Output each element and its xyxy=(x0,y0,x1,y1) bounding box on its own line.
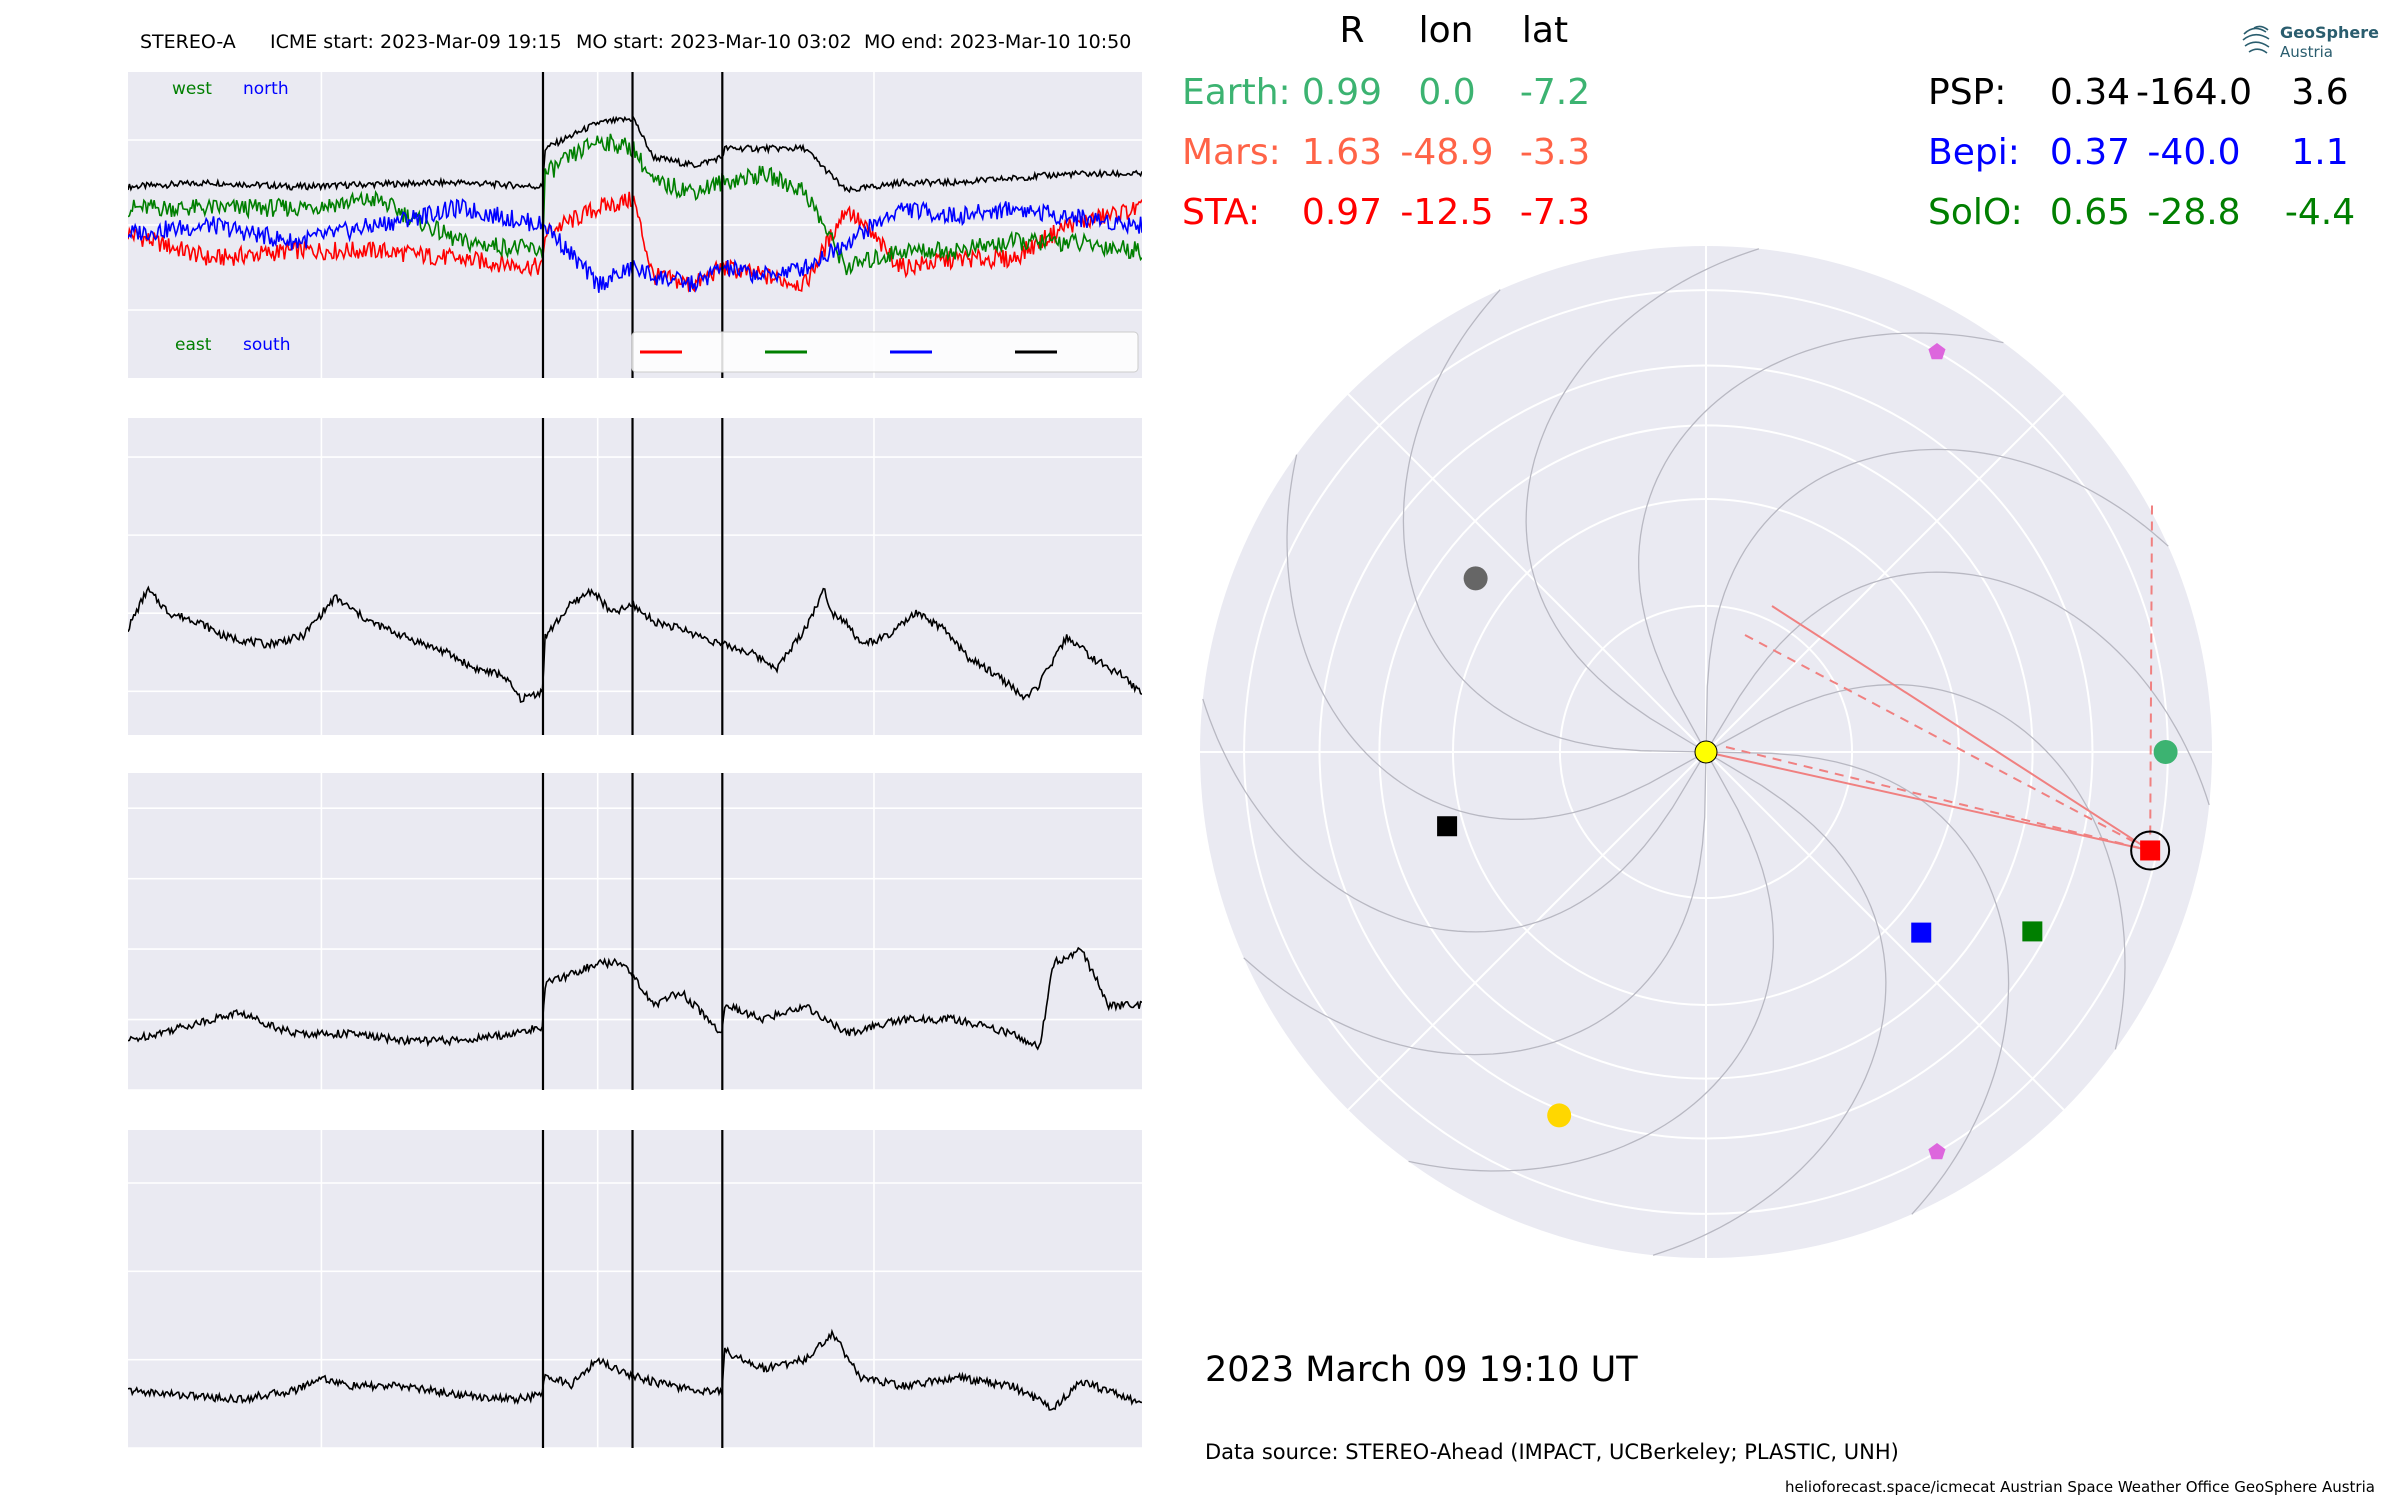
credits: helioforecast.space/icmecat Austrian Spa… xyxy=(1785,1478,2375,1496)
table-row-lon: -164.0 xyxy=(2135,72,2253,113)
timestamp: 2023 March 09 19:10 UT xyxy=(1205,1350,1638,1390)
parker-spiral xyxy=(1286,454,1707,820)
table-row-name: STA: xyxy=(1182,192,1261,233)
table-row-name: Mars: xyxy=(1182,132,1281,173)
body-venus xyxy=(1547,1103,1572,1128)
table-row-lon: -48.9 xyxy=(1400,132,1494,173)
b-legend xyxy=(631,331,1139,373)
series-line-by xyxy=(128,133,1142,276)
table-row-lat: -3.3 xyxy=(1519,132,1591,173)
series-line-bz xyxy=(128,198,1142,293)
series-line-n xyxy=(128,946,1142,1051)
parker-spiral xyxy=(1243,751,1707,1056)
polar-spoke xyxy=(1705,751,2065,1111)
panel-background xyxy=(128,418,1142,735)
position-plot xyxy=(1200,246,2212,1258)
sta-fov-dashed xyxy=(1744,634,2151,852)
label-south: south xyxy=(243,335,290,355)
polar-spoke xyxy=(1347,393,1707,753)
header-spacecraft: STEREO-A xyxy=(140,31,236,53)
sta-sun-line xyxy=(1705,751,2151,852)
parker-spiral xyxy=(1705,571,2210,806)
label-west: west xyxy=(172,79,212,99)
series-line-v xyxy=(128,585,1142,704)
legend-box xyxy=(631,331,1139,373)
parker-spiral xyxy=(1525,248,1760,753)
parker-spiral xyxy=(1705,751,2010,1215)
table-row-lat: 1.1 xyxy=(2291,132,2349,173)
body-bepicolombo xyxy=(1911,922,1932,943)
parker-spiral xyxy=(1408,751,1774,1172)
table-row-name: Earth: xyxy=(1182,72,1291,113)
series-line-btotal xyxy=(128,115,1142,194)
parker-spiral xyxy=(1202,698,1707,933)
panel-background xyxy=(128,773,1142,1090)
parker-spiral xyxy=(1705,448,2169,753)
parker-spiral xyxy=(1705,684,2126,1050)
table-row-lat: -7.2 xyxy=(1519,72,1591,113)
polar-spoke xyxy=(1705,393,2065,753)
body-l5 xyxy=(1928,1143,1946,1160)
series-line-bx xyxy=(128,191,1142,293)
table-row-name: Bepi: xyxy=(1928,132,2020,173)
table-row-r: 1.63 xyxy=(1301,132,1383,173)
table-row-lon: -12.5 xyxy=(1400,192,1494,233)
table-row-r: 0.37 xyxy=(2049,132,2131,173)
body-parker-solar-probe xyxy=(1437,816,1458,837)
data-source: Data source: STEREO-Ahead (IMPACT, UCBer… xyxy=(1205,1440,1899,1464)
table-row-r: 0.65 xyxy=(2049,192,2131,233)
table-row-r: 0.97 xyxy=(1301,192,1383,233)
table-row-name: PSP: xyxy=(1928,72,2007,113)
logo-line1: GeoSphere xyxy=(2280,23,2379,42)
table-row-name: SolO: xyxy=(1928,192,2023,233)
geosphere-logo: GeoSphere Austria xyxy=(2240,14,2390,64)
header-mo-end: MO end: 2023-Mar-10 10:50 xyxy=(864,31,1131,53)
table-row-lat: 3.6 xyxy=(2291,72,2349,113)
table-row-lat: -7.3 xyxy=(1519,192,1591,233)
logo-icon xyxy=(2242,25,2270,54)
sta-ring xyxy=(2130,830,2171,871)
body-l4 xyxy=(1928,343,1946,360)
table-header: lat xyxy=(1521,10,1569,51)
label-north: north xyxy=(243,79,289,99)
table-header: lon xyxy=(1418,10,1474,51)
table-row-lon: -40.0 xyxy=(2147,132,2241,173)
table-row-r: 0.99 xyxy=(1301,72,1383,113)
body-mercury xyxy=(1463,566,1488,591)
header-icme-start: ICME start: 2023-Mar-09 19:15 xyxy=(270,31,562,53)
body-earth xyxy=(2153,740,2178,764)
sta-fov-line xyxy=(1771,605,2151,852)
parker-spiral xyxy=(1638,332,2004,753)
polar-spoke xyxy=(1347,751,1707,1111)
logo-line2: Austria xyxy=(2280,43,2333,61)
parker-spiral xyxy=(1652,751,1887,1256)
label-east: east xyxy=(175,335,212,355)
table-row-lon: -28.8 xyxy=(2147,192,2241,233)
body-solar-orbiter xyxy=(2022,921,2043,942)
table-row-r: 0.34 xyxy=(2049,72,2131,113)
insitu-plots: STEREO-A ICME start: 2023-Mar-09 19:15 M… xyxy=(128,31,1142,1449)
body-sun xyxy=(1694,740,1718,764)
table-header: R xyxy=(1339,10,1365,51)
sta-dashed-line xyxy=(1725,746,2151,852)
parker-spiral xyxy=(1402,289,1707,753)
body-stereo-a xyxy=(2140,840,2161,861)
series-line-t xyxy=(128,1328,1142,1411)
table-row-lon: 0.0 xyxy=(1418,72,1476,113)
header-mo-start: MO start: 2023-Mar-10 03:02 xyxy=(576,31,852,53)
table-row-lat: -4.4 xyxy=(2284,192,2356,233)
panel-background xyxy=(128,1130,1142,1448)
